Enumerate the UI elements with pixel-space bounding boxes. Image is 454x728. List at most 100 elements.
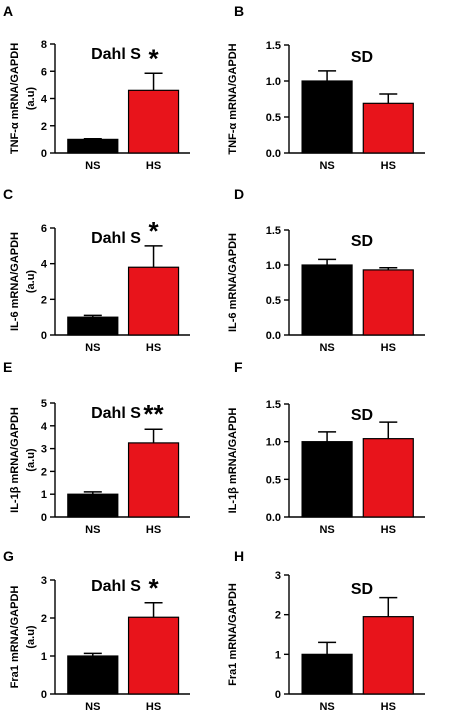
y-tick-label-a: 4 (41, 94, 48, 106)
y-tick-label-h: 2 (275, 610, 281, 622)
bar-hs-d (362, 269, 414, 336)
y-axis-unit-a: (a.u) (25, 87, 37, 111)
x-tick-label-hs-a: HS (146, 160, 161, 172)
y-tick-label-e: 0 (41, 512, 47, 524)
x-tick-label-hs-b: HS (381, 160, 396, 172)
y-tick-label-f: 0.0 (266, 512, 281, 524)
x-tick-label-ns-d: NS (319, 342, 334, 354)
x-tick-label-ns-g: NS (85, 701, 100, 713)
x-tick-label-hs-d: HS (381, 342, 396, 354)
y-tick-label-b: 0.5 (266, 112, 281, 124)
x-tick-label-hs-f: HS (381, 524, 396, 536)
panel-letter-a: A (3, 3, 13, 19)
chart-title-f: SD (351, 407, 373, 424)
chart-title-h: SD (351, 581, 373, 598)
significance-marker-g: * (148, 573, 159, 603)
bar-ns-e (67, 493, 119, 518)
panel-letter-h: H (234, 548, 244, 564)
y-axis-label-c: IL-6 mRNA/GAPDH (9, 232, 21, 331)
y-tick-label-c: 6 (41, 223, 47, 235)
x-tick-label-hs-g: HS (146, 701, 161, 713)
y-tick-label-f: 0.5 (266, 474, 281, 486)
y-tick-label-e: 3 (41, 444, 47, 456)
y-axis-label-d: IL-6 mRNA/GAPDH (227, 233, 239, 332)
y-axis-unit-g: (a.u) (25, 625, 37, 649)
panel-a: A Dahl S 0 2 4 6 8 TNF-α mRNA/GAPDH (a.u) NS HS * (3, 3, 190, 172)
y-tick-label-e: 2 (41, 466, 47, 478)
panel-e: E Dahl S 0 1 2 3 4 5 IL-1β mRNA/GAPDH (a.u) NS HS ** (3, 359, 190, 536)
y-tick-label-e: 5 (41, 398, 47, 410)
x-tick-label-ns-a: NS (85, 160, 100, 172)
y-tick-label-f: 1.0 (266, 437, 281, 449)
bar-ns-b (301, 80, 353, 154)
panel-letter-d: D (234, 186, 244, 202)
y-tick-label-g: 1 (41, 651, 47, 663)
significance-marker-e: ** (143, 399, 164, 429)
y-tick-label-a: 0 (41, 148, 47, 160)
bar-ns-d (301, 264, 353, 336)
chart-title-b: SD (351, 49, 373, 66)
y-tick-label-d: 0.0 (266, 330, 281, 342)
y-tick-label-g: 0 (41, 689, 47, 701)
bar-ns-f (301, 441, 353, 518)
y-tick-label-b: 1.5 (266, 40, 281, 52)
y-axis-label-b: TNF-α mRNA/GAPDH (227, 43, 239, 154)
y-tick-label-a: 6 (41, 66, 47, 78)
chart-title-d: SD (351, 233, 373, 250)
y-tick-label-c: 0 (41, 330, 47, 342)
y-tick-label-a: 2 (41, 121, 47, 133)
x-tick-label-hs-e: HS (146, 524, 161, 536)
chart-title-g: Dahl S (91, 578, 141, 595)
y-tick-label-g: 2 (41, 613, 47, 625)
x-tick-label-ns-b: NS (319, 160, 334, 172)
y-axis-label-e: IL-1β mRNA/GAPDH (9, 407, 21, 513)
y-tick-label-a: 8 (41, 39, 47, 51)
bar-ns-g (67, 655, 119, 695)
y-axis-unit-c: (a.u) (25, 270, 37, 294)
bar-hs-b (362, 102, 414, 154)
y-tick-label-h: 0 (275, 689, 281, 701)
y-tick-label-d: 0.5 (266, 295, 281, 307)
panel-letter-c: C (3, 186, 13, 202)
y-axis-label-g: Fra1 mRNA/GAPDH (9, 586, 21, 689)
x-tick-label-hs-c: HS (146, 342, 161, 354)
y-tick-label-g: 3 (41, 575, 47, 587)
panel-letter-g: G (3, 548, 14, 564)
y-axis-label-f: IL-1β mRNA/GAPDH (227, 408, 239, 514)
bar-hs-f (362, 438, 414, 518)
panel-g: G Dahl S 0 1 2 3 Fra1 mRNA/GAPDH (a.u) NS HS * (3, 548, 190, 713)
panel-c: C Dahl S 0 2 4 6 IL-6 mRNA/GAPDH (a.u) NS HS * (3, 186, 190, 354)
bar-ns-h (301, 653, 353, 695)
y-tick-label-e: 4 (41, 421, 48, 433)
bar-hs-g (127, 616, 180, 695)
bar-ns-c (67, 316, 119, 336)
x-tick-label-ns-e: NS (85, 524, 100, 536)
bar-hs-h (362, 616, 414, 695)
bar-hs-c (127, 266, 180, 336)
y-tick-label-d: 1.5 (266, 225, 281, 237)
y-axis-label-a: TNF-α mRNA/GAPDH (9, 43, 21, 154)
y-axis-label-h: Fra1 mRNA/GAPDH (227, 583, 239, 686)
x-tick-label-ns-h: NS (319, 701, 334, 713)
y-tick-label-e: 1 (41, 489, 47, 501)
panel-letter-e: E (3, 359, 12, 375)
y-tick-label-f: 1.5 (266, 399, 281, 411)
y-tick-label-c: 2 (41, 294, 47, 306)
significance-marker-a: * (148, 43, 159, 73)
x-tick-label-hs-h: HS (381, 701, 396, 713)
panel-letter-f: F (234, 359, 243, 375)
y-tick-label-h: 1 (275, 649, 281, 661)
x-tick-label-ns-c: NS (85, 342, 100, 354)
panel-letter-b: B (234, 3, 244, 19)
y-axis-unit-e: (a.u) (25, 448, 37, 472)
bar-hs-e (127, 442, 180, 518)
y-tick-label-b: 1.0 (266, 76, 281, 88)
y-tick-label-c: 4 (41, 259, 48, 271)
y-tick-label-h: 3 (275, 570, 281, 582)
bar-ns-a (67, 138, 119, 154)
